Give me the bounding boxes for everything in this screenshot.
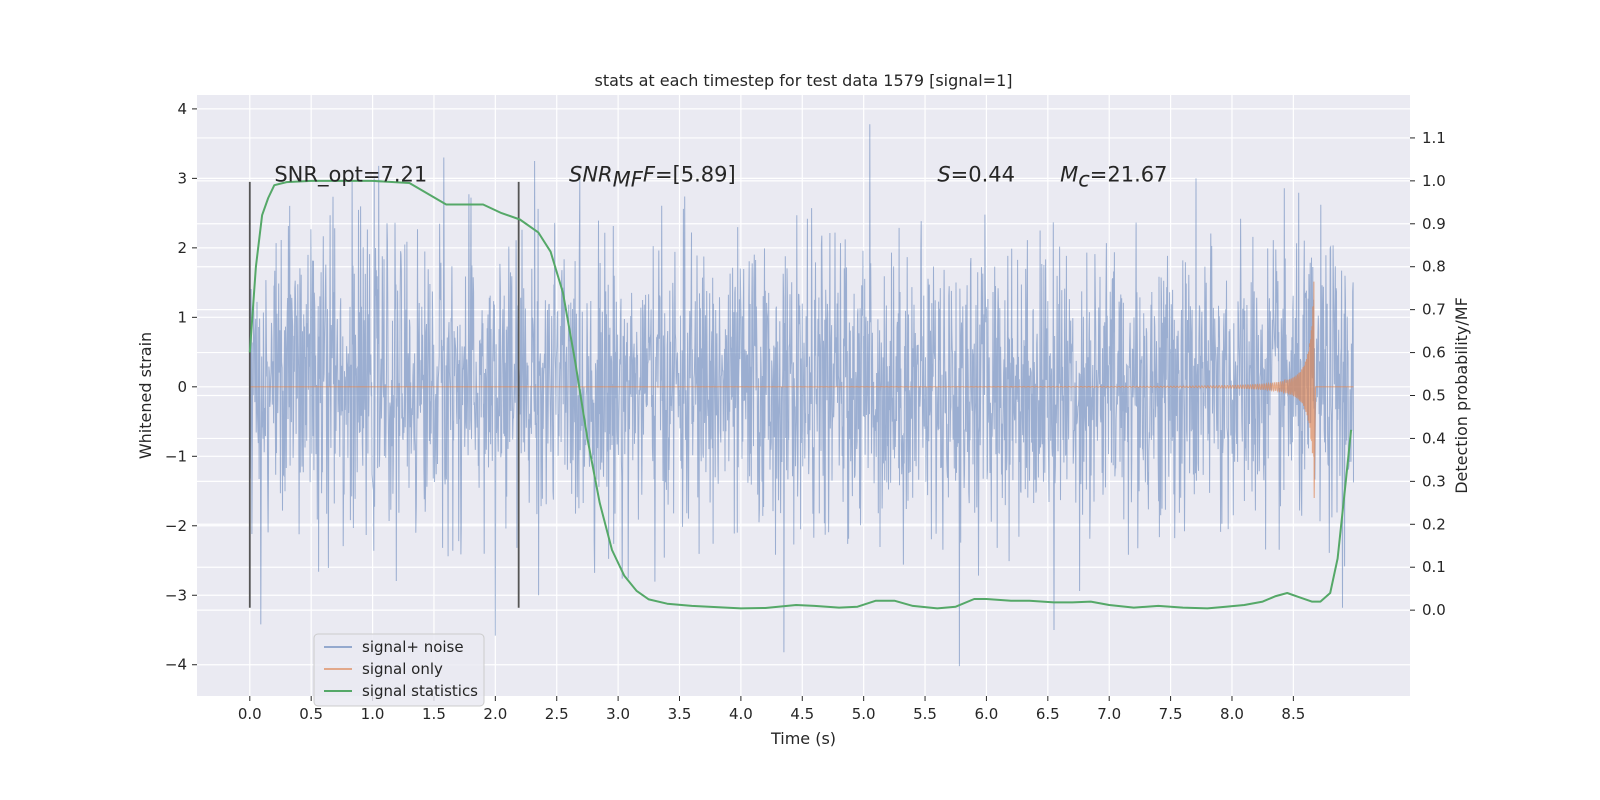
y-tick-label: 1	[177, 308, 187, 326]
x-tick-label: 8.0	[1220, 705, 1244, 723]
y-axis-title: Whitened strain	[136, 332, 155, 459]
y2-tick-label: 0.6	[1422, 344, 1446, 362]
x-tick-label: 6.0	[975, 705, 999, 723]
y2-tick-label: 0.9	[1422, 215, 1446, 233]
annotation-subscript: MF	[613, 167, 644, 191]
x-tick-label: 3.5	[668, 705, 692, 723]
annotation-symbol: M	[1060, 162, 1078, 186]
annotation-value: =21.67	[1090, 162, 1168, 186]
y2-tick-label: 0.4	[1422, 429, 1446, 447]
legend-box	[313, 633, 485, 707]
y-tick-label: −3	[165, 586, 187, 604]
signal-statistics-line	[248, 179, 1353, 610]
x-tick-label: 5.5	[913, 705, 937, 723]
legend-label: signal+ noise	[362, 638, 464, 656]
annotation-value: F=[5.89]	[643, 162, 736, 186]
signal-noise-line	[249, 124, 1354, 667]
annotation-1: SNR_opt=7.21	[274, 162, 427, 187]
y2-tick-label: 0.7	[1422, 301, 1446, 319]
x-tick-label: 0.0	[238, 705, 262, 723]
annotation-subscript: c	[1078, 167, 1090, 191]
y-tick-label: 0	[177, 378, 187, 396]
x-tick-label: 5.0	[852, 705, 876, 723]
marker-lines	[248, 181, 520, 608]
y-tick-label: 4	[177, 100, 187, 118]
y2-tick-label: 0.1	[1422, 558, 1446, 576]
x-axis-title: Time (s)	[770, 729, 836, 748]
x-tick-label: 1.0	[361, 705, 385, 723]
x-tick-label: 3.0	[606, 705, 630, 723]
signal-noise-series	[249, 124, 1354, 667]
y2-tick-label: 0.2	[1422, 515, 1446, 533]
annotation-2: SNRMFF=[5.89]	[569, 162, 736, 191]
signal-statistics-series	[248, 179, 1353, 610]
y2-tick-label: 1.1	[1422, 129, 1446, 147]
y-tick-label: −2	[165, 517, 187, 535]
y2-tick-label: 0.0	[1422, 601, 1446, 619]
y2-tick-label: 0.5	[1422, 387, 1446, 405]
signal-only-line	[249, 281, 1354, 498]
signal-only-series	[249, 281, 1354, 498]
x-tick-label: 4.0	[729, 705, 753, 723]
annotation-value: =0.44	[951, 162, 1015, 186]
axis-ticks: 0.0 0.5 1.0 1.5 2.0 2.5 3.0 3.5 4.0 4.5 5.0 5.5 6.0 6…	[165, 100, 1446, 723]
y-tick-label: 3	[177, 169, 187, 187]
y2-axis-title: Detection probability/MF	[1452, 297, 1471, 494]
legend-label: signal statistics	[362, 682, 478, 700]
x-tick-label: 2.0	[483, 705, 507, 723]
x-tick-label: 7.0	[1097, 705, 1121, 723]
annotation-symbol: SNR	[569, 162, 613, 186]
y2-tick-label: 0.8	[1422, 258, 1446, 276]
legend: signal+ noise signal only signal statistic…	[313, 633, 485, 707]
x-tick-label: 1.5	[422, 705, 446, 723]
annotation-4: Mc=21.67	[1060, 162, 1167, 191]
y2-tick-label: 1.0	[1422, 172, 1446, 190]
x-tick-label: 7.5	[1159, 705, 1183, 723]
x-tick-label: 2.5	[545, 705, 569, 723]
y-tick-label: 2	[177, 239, 187, 257]
x-tick-label: 4.5	[790, 705, 814, 723]
annotation-3: S=0.44	[937, 162, 1015, 186]
x-tick-label: 0.5	[299, 705, 323, 723]
legend-label: signal only	[362, 660, 443, 678]
x-tick-label: 8.5	[1281, 705, 1305, 723]
annotations: SNR_opt=7.21 SNRMFF=[5.89] S=0.44 Mc=21.67	[274, 162, 1167, 191]
y2-tick-label: 0.3	[1422, 472, 1446, 490]
y-tick-label: −4	[165, 656, 187, 674]
chart-title: stats at each timestep for test data 157…	[594, 71, 1012, 90]
y-tick-label: −1	[165, 447, 187, 465]
annotation-symbol: S	[937, 162, 950, 186]
x-tick-label: 6.5	[1036, 705, 1060, 723]
